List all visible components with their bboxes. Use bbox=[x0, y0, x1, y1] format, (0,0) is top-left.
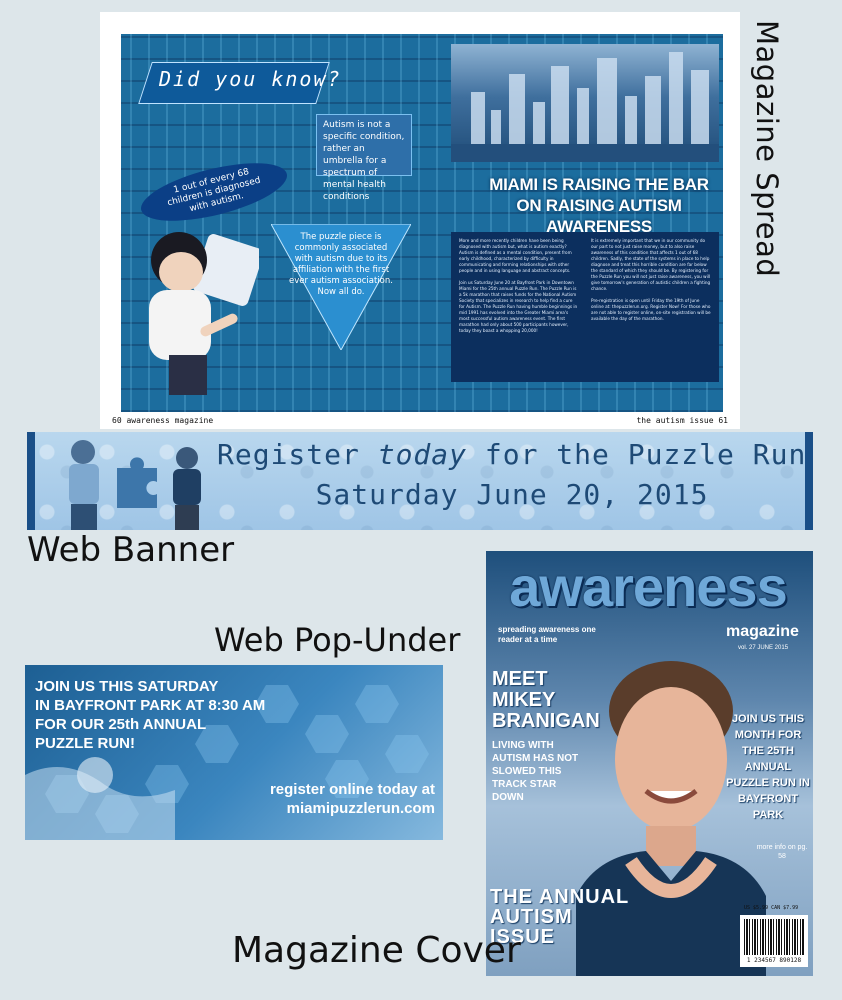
pop-under-line: FOR OUR 25th ANNUAL bbox=[35, 716, 207, 733]
web-pop-under-label: Web Pop-Under bbox=[214, 621, 461, 659]
cover-issue-title: THE ANNUAL AUTISM ISSUE bbox=[490, 886, 629, 948]
magazine-cover-label: Magazine Cover bbox=[232, 930, 521, 971]
banner-left-edge bbox=[27, 432, 35, 530]
fact-triangle-shape bbox=[271, 224, 411, 350]
banner-headline-emphasis: today bbox=[377, 438, 468, 471]
cover-feature-subhead: LIVING WITH AUTISM HAS NOT SLOWED THIS T… bbox=[492, 740, 579, 803]
miami-skyline-photo bbox=[451, 44, 719, 162]
pop-under-url[interactable]: miamipuzzlerun.com bbox=[286, 800, 435, 817]
folio-right: the autism issue 61 bbox=[636, 416, 728, 425]
pop-under-invite: JOIN US THIS SATURDAY IN BAYFRONT PARK A… bbox=[35, 677, 295, 753]
magazine-spread-label-text: Magazine Spread bbox=[750, 20, 784, 278]
banner-headline-part: for the Puzzle Run! bbox=[467, 438, 813, 471]
article-paragraph: More and more recently children have bee… bbox=[459, 238, 572, 273]
web-banner-label: Web Banner bbox=[27, 530, 235, 570]
article-paragraph: It is extremely important that we in our… bbox=[591, 238, 711, 291]
cover-price: US $5.99 CAN $7.99 bbox=[744, 905, 799, 911]
banner-date: Saturday June 20, 2015 bbox=[315, 478, 709, 511]
cover-more-info: more info on pg. 58 bbox=[756, 844, 808, 860]
magazine-spread: Did you know? 1 out of every 68 children… bbox=[100, 12, 740, 429]
did-you-know-heading: Did you know? bbox=[159, 67, 342, 91]
pop-under-line: JOIN US THIS SATURDAY bbox=[35, 678, 219, 695]
magazine-spread-label: Magazine Spread bbox=[748, 20, 788, 278]
headline-line-1: MIAMI IS RAISING THE BAR bbox=[489, 175, 709, 194]
puzzle-pattern bbox=[27, 432, 813, 530]
banner-headline-part: Register bbox=[217, 438, 378, 471]
pop-under-line: PUZZLE RUN! bbox=[35, 735, 135, 752]
magazine-cover: awareness spreading awareness one reader… bbox=[486, 551, 813, 976]
article-column-2: It is extremely important that we in our… bbox=[591, 238, 711, 376]
article-paragraph: Pre-registration is open until Friday th… bbox=[591, 298, 711, 321]
article-body: More and more recently children have bee… bbox=[451, 232, 719, 382]
pop-under-cta[interactable]: register online today at miamipuzzlerun.… bbox=[245, 780, 435, 818]
web-banner: Register today for the Puzzle Run! Satur… bbox=[27, 432, 813, 530]
cover-masthead: awareness bbox=[509, 555, 787, 618]
runner-portrait-photo bbox=[576, 661, 766, 976]
cover-magazine-word: magazine bbox=[726, 623, 799, 640]
cover-volume: vol. 27 JUNE 2015 bbox=[738, 645, 789, 651]
pop-under-cta-text: register online today at bbox=[269, 781, 435, 798]
folio-left: 60 awareness magazine bbox=[112, 416, 214, 425]
fact-oval-text: 1 out of every 68 children is diagnosed … bbox=[166, 166, 262, 214]
spread-artwork: Did you know? 1 out of every 68 children… bbox=[121, 34, 723, 412]
web-pop-under: JOIN US THIS SATURDAY IN BAYFRONT PARK A… bbox=[25, 665, 443, 840]
article-paragraph: Join us Saturday June 20 at Bayfront Par… bbox=[459, 280, 578, 333]
puzzle-piece-hands-photo bbox=[25, 757, 175, 840]
fact-square-text: Autism is not a specific condition, rath… bbox=[323, 120, 405, 202]
fact-square: Autism is not a specific condition, rath… bbox=[316, 114, 412, 202]
cover-tagline: spreading awareness one reader at a time bbox=[498, 625, 596, 644]
fact-triangle-text: The puzzle piece is commonly associated … bbox=[289, 232, 393, 297]
boy-with-puzzle-photo bbox=[149, 232, 259, 395]
banner-headline: Register today for the Puzzle Run! bbox=[217, 438, 813, 471]
cover-event-callout: JOIN US THIS MONTH FOR THE 25TH ANNUAL P… bbox=[726, 713, 810, 821]
barcode-number: 1 234567 890128 bbox=[746, 957, 802, 964]
barcode-icon bbox=[744, 919, 804, 955]
barcode: 1 234567 890128 bbox=[740, 915, 808, 967]
article-headline: MIAMI IS RAISING THE BAR ON RAISING AUTI… bbox=[489, 174, 709, 237]
banner-right-edge bbox=[805, 432, 813, 530]
article-column-1: More and more recently children have bee… bbox=[459, 238, 579, 376]
cover-feature-headline: MEET MIKEY BRANIGAN bbox=[492, 668, 600, 732]
pop-under-line: IN BAYFRONT PARK AT 8:30 AM bbox=[35, 697, 266, 714]
headline-line-2: ON RAISING AUTISM AWARENESS bbox=[516, 196, 682, 236]
children-with-puzzle-piece-photo bbox=[69, 440, 201, 530]
